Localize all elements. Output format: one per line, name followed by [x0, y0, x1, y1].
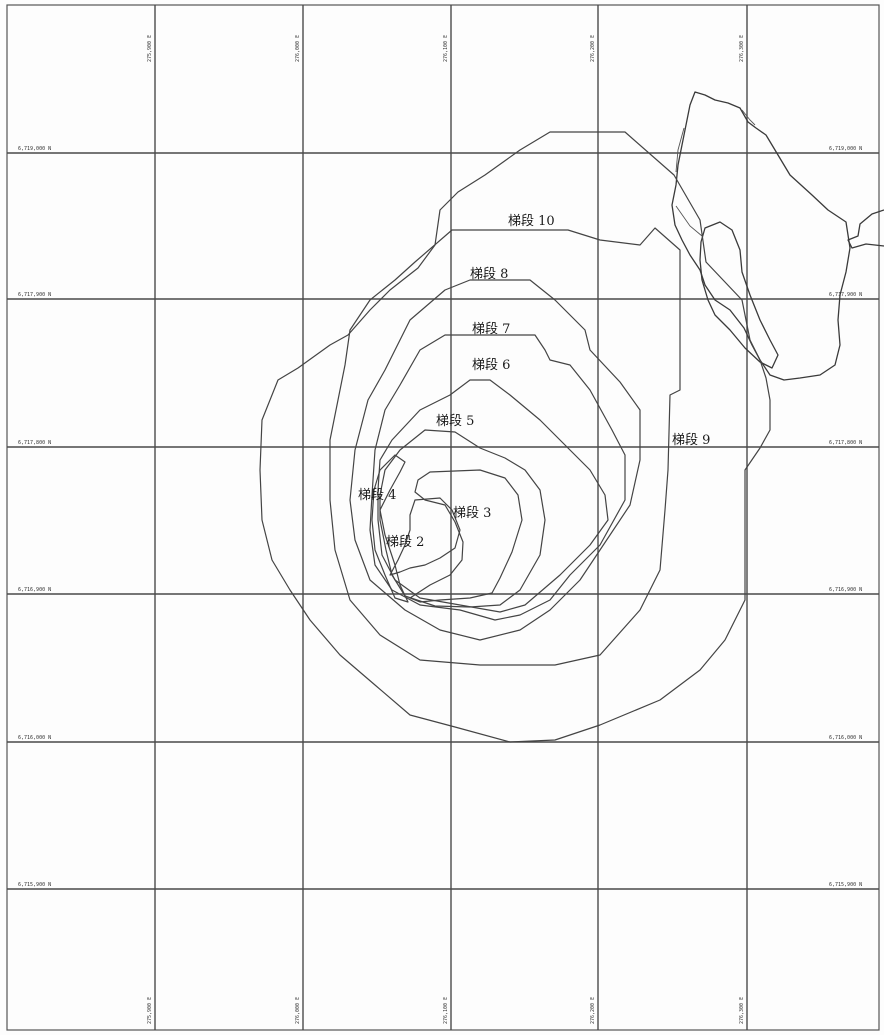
bench-label-6: 梯段 6: [472, 358, 510, 373]
northing-label: 6,716,000 N: [18, 735, 51, 741]
mainland-edge: [847, 209, 884, 249]
easting-labels-bottom: 275,900 E 276,000 E 276,100 E 276,200 E …: [147, 997, 745, 1024]
easting-label: 275,900 E: [147, 35, 153, 62]
bench-labels: 梯段 10 梯段 8 梯段 7 梯段 6 梯段 5 梯段 9 梯段 4 梯段 3…: [358, 214, 710, 550]
northing-label: 6,715,900 N: [829, 882, 862, 888]
contour-bench-4: [371, 454, 409, 603]
northing-label: 6,715,900 N: [18, 882, 51, 888]
northing-label: 6,717,800 N: [829, 440, 862, 446]
bench-label-3: 梯段 3: [453, 506, 491, 521]
northing-label: 6,719,000 N: [829, 146, 862, 152]
contour-bench-9: [329, 227, 681, 666]
bench-contours: [259, 131, 771, 743]
northing-labels-left: 6,719,000 N 6,717,900 N 6,717,800 N 6,71…: [18, 146, 51, 888]
bench-label-10: 梯段 10: [508, 214, 555, 229]
northing-label: 6,716,000 N: [829, 735, 862, 741]
map-border: [6, 4, 880, 1031]
contour-bench-7: [369, 334, 626, 621]
contour-bench-10: [259, 131, 771, 743]
contour-bench-6: [377, 379, 609, 613]
island-inner-lobe: [699, 221, 779, 369]
easting-label: 276,200 E: [590, 997, 596, 1024]
bench-label-9: 梯段 9: [672, 433, 710, 448]
island-detail-line: [675, 127, 685, 173]
contour-bench-8: [349, 279, 641, 641]
northing-label: 6,717,900 N: [829, 292, 862, 298]
easting-label: 276,100 E: [443, 997, 449, 1024]
easting-label: 276,200 E: [590, 35, 596, 62]
northing-label: 6,719,000 N: [18, 146, 51, 152]
easting-label: 276,000 E: [295, 35, 301, 62]
northing-label: 6,717,900 N: [18, 292, 51, 298]
easting-labels-top: 275,900 E 276,000 E 276,100 E 276,200 E …: [147, 35, 745, 62]
easting-label: 276,300 E: [739, 35, 745, 62]
bench-label-7: 梯段 7: [472, 322, 510, 337]
island-outline: [671, 91, 884, 381]
contour-bench-2: [389, 497, 461, 576]
easting-label: 276,300 E: [739, 997, 745, 1024]
island-shoreline: [671, 91, 851, 381]
bench-label-8: 梯段 8: [470, 267, 508, 282]
island-detail-line: [741, 109, 756, 126]
easting-label: 275,900 E: [147, 997, 153, 1024]
northing-label: 6,716,900 N: [829, 587, 862, 593]
coordinate-grid: [7, 5, 879, 1030]
northing-label: 6,717,800 N: [18, 440, 51, 446]
bench-label-2: 梯段 2: [386, 535, 424, 550]
island-detail-line: [675, 205, 703, 237]
northing-labels-right: 6,719,000 N 6,717,900 N 6,717,800 N 6,71…: [829, 146, 862, 888]
easting-label: 276,100 E: [443, 35, 449, 62]
northing-label: 6,716,900 N: [18, 587, 51, 593]
contour-bench-3: [409, 469, 523, 603]
contour-bench-5: [379, 429, 546, 608]
bench-label-5: 梯段 5: [436, 414, 474, 429]
bench-label-4: 梯段 4: [358, 488, 396, 503]
easting-label: 276,000 E: [295, 997, 301, 1024]
